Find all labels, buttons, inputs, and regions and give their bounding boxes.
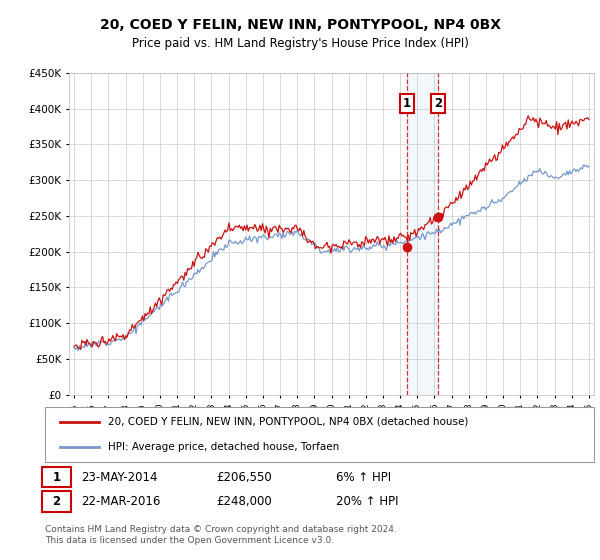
Text: Contains HM Land Registry data © Crown copyright and database right 2024.
This d: Contains HM Land Registry data © Crown c… <box>45 525 397 545</box>
Text: 1: 1 <box>52 470 61 484</box>
Bar <box>407 73 438 395</box>
Text: 2: 2 <box>434 97 442 110</box>
Text: 2: 2 <box>52 494 61 508</box>
Text: £206,550: £206,550 <box>216 470 272 484</box>
Text: 20% ↑ HPI: 20% ↑ HPI <box>336 494 398 508</box>
Text: 1: 1 <box>403 97 411 110</box>
Text: HPI: Average price, detached house, Torfaen: HPI: Average price, detached house, Torf… <box>108 442 339 451</box>
Text: 20, COED Y FELIN, NEW INN, PONTYPOOL, NP4 0BX: 20, COED Y FELIN, NEW INN, PONTYPOOL, NP… <box>100 18 500 32</box>
Text: 22-MAR-2016: 22-MAR-2016 <box>81 494 160 508</box>
Text: 23-MAY-2014: 23-MAY-2014 <box>81 470 157 484</box>
Text: 20, COED Y FELIN, NEW INN, PONTYPOOL, NP4 0BX (detached house): 20, COED Y FELIN, NEW INN, PONTYPOOL, NP… <box>108 417 469 427</box>
Text: Price paid vs. HM Land Registry's House Price Index (HPI): Price paid vs. HM Land Registry's House … <box>131 37 469 50</box>
Text: £248,000: £248,000 <box>216 494 272 508</box>
Text: 6% ↑ HPI: 6% ↑ HPI <box>336 470 391 484</box>
